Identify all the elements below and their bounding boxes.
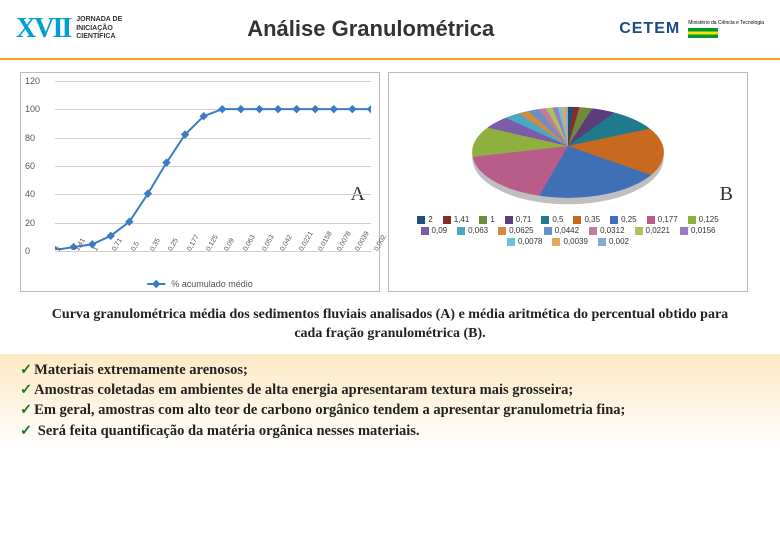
legend-item: 0,177	[647, 215, 678, 224]
legend-swatch	[544, 227, 552, 235]
legend-label: 0,0156	[691, 226, 715, 235]
y-tick-label: 40	[25, 189, 35, 199]
legend-label: 0,5	[552, 215, 563, 224]
y-tick-label: 60	[25, 161, 35, 171]
y-tick-label: 100	[25, 104, 40, 114]
legend-swatch	[552, 238, 560, 246]
pie-chart-svg	[458, 107, 679, 198]
legend-swatch	[573, 216, 581, 224]
legend-label: 1,41	[454, 215, 470, 224]
charts-row: A 21,4110,710,50,350,250,1770,1250,090,0…	[0, 60, 780, 300]
legend-item: 0,0442	[544, 226, 579, 235]
bullet-item: ✓Em geral, amostras com alto teor de car…	[20, 400, 760, 420]
check-icon: ✓	[20, 423, 32, 439]
legend-label: 0,0078	[518, 237, 542, 246]
line-chart-legend: % acumulado médio	[147, 279, 253, 289]
gov-badge: Ministério da Ciência e Tecnologia	[688, 21, 764, 38]
legend-item: 0,0156	[680, 226, 715, 235]
legend-label: 0,177	[658, 215, 678, 224]
body-text: ✓Materiais extremamente arenosos; ✓Amost…	[0, 354, 780, 447]
x-tick-label: 0,002	[373, 234, 388, 253]
legend-label: 0,0039	[563, 237, 587, 246]
bullet-item: ✓Amostras coletadas em ambientes de alta…	[20, 380, 760, 400]
brazil-flag-icon	[688, 28, 718, 38]
legend-label: % acumulado médio	[171, 279, 253, 289]
legend-item: 0,25	[610, 215, 637, 224]
header: XVII JORNADA DE INICIAÇÃO CIENTÍFICA Aná…	[0, 0, 780, 60]
y-tick-label: 0	[25, 246, 30, 256]
legend-label: 0,09	[432, 226, 448, 235]
pie-chart: 2 1,41 1 0,71 0,5 0,35 0,25 0,177 0,125 0,09 0,063…	[389, 73, 747, 291]
pie-chart-legend: 2 1,41 1 0,71 0,5 0,35 0,25 0,177 0,125 0,09 0,063…	[397, 211, 739, 248]
legend-swatch	[541, 216, 549, 224]
legend-swatch	[498, 227, 506, 235]
page-title: Análise Granulométrica	[122, 16, 619, 42]
legend-label: 2	[428, 215, 432, 224]
legend-item: 0,0039	[552, 237, 587, 246]
line-chart: 21,4110,710,50,350,250,1770,1250,090,063…	[21, 73, 379, 291]
legend-item: 0,09	[421, 226, 448, 235]
legend-label: 0,71	[516, 215, 532, 224]
legend-swatch	[505, 216, 513, 224]
legend-item: 0,002	[598, 237, 629, 246]
logo-left: XVII JORNADA DE INICIAÇÃO CIENTÍFICA	[16, 13, 122, 45]
legend-item: 1	[479, 215, 494, 224]
legend-swatch	[598, 238, 606, 246]
legend-item: 2	[417, 215, 432, 224]
bullet-item: ✓ Será feita quantificação da matéria or…	[20, 421, 760, 441]
line-chart-svg	[55, 81, 371, 250]
legend-label: 0,0625	[509, 226, 533, 235]
legend-item: 0,0078	[507, 237, 542, 246]
legend-swatch	[635, 227, 643, 235]
bullet-item: ✓Materiais extremamente arenosos;	[20, 360, 760, 380]
legend-swatch	[443, 216, 451, 224]
legend-swatch	[589, 227, 597, 235]
legend-swatch	[688, 216, 696, 224]
legend-label: 0,0442	[555, 226, 579, 235]
legend-item: 0,0625	[498, 226, 533, 235]
legend-label: 0,063	[468, 226, 488, 235]
legend-label: 0,125	[699, 215, 719, 224]
legend-item: 0,125	[688, 215, 719, 224]
legend-swatch	[507, 238, 515, 246]
legend-item: 0,0221	[635, 226, 670, 235]
figure-caption: Curva granulométrica média dos sedimento…	[0, 300, 780, 354]
check-icon: ✓	[20, 382, 32, 398]
legend-item: 0,71	[505, 215, 532, 224]
check-icon: ✓	[20, 402, 32, 418]
y-tick-label: 120	[25, 76, 40, 86]
cetem-logo: CETEM	[619, 20, 680, 38]
line-chart-panel: A 21,4110,710,50,350,250,1770,1250,090,0…	[20, 72, 380, 292]
legend-label: 0,002	[609, 237, 629, 246]
y-tick-label: 80	[25, 133, 35, 143]
legend-swatch	[421, 227, 429, 235]
legend-label: 1	[490, 215, 494, 224]
legend-swatch	[457, 227, 465, 235]
legend-swatch	[147, 283, 165, 285]
y-tick-label: 20	[25, 218, 35, 228]
legend-swatch	[647, 216, 655, 224]
check-icon: ✓	[20, 362, 32, 378]
pie-chart-panel: B 21,4110,710,50,350,250,1770,1250,090,0…	[388, 72, 748, 292]
logo-right: CETEM Ministério da Ciência e Tecnologia	[619, 20, 764, 38]
legend-label: 0,35	[584, 215, 600, 224]
legend-item: 0,35	[573, 215, 600, 224]
legend-item: 0,0312	[589, 226, 624, 235]
logo-left-text: JORNADA DE INICIAÇÃO CIENTÍFICA	[76, 16, 122, 41]
legend-item: 0,5	[541, 215, 563, 224]
legend-label: 0,25	[621, 215, 637, 224]
legend-swatch	[417, 216, 425, 224]
legend-item: 1,41	[443, 215, 470, 224]
roman-numeral: XVII	[16, 13, 70, 45]
legend-swatch	[680, 227, 688, 235]
legend-label: 0,0312	[600, 226, 624, 235]
legend-item: 0,063	[457, 226, 488, 235]
legend-swatch	[610, 216, 618, 224]
legend-swatch	[479, 216, 487, 224]
legend-label: 0,0221	[646, 226, 670, 235]
